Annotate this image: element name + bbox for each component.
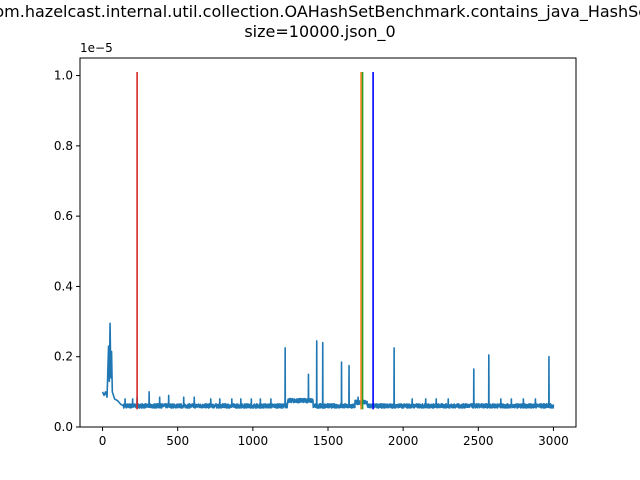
y-offset-label: 1e−5 <box>80 41 113 55</box>
y-tick-label: 1.0 <box>54 69 73 83</box>
x-tick-label: 500 <box>166 434 189 448</box>
x-tick-label: 2000 <box>388 434 419 448</box>
x-tick-label: 0 <box>99 434 107 448</box>
plot-frame <box>79 57 577 428</box>
x-tick-label: 1000 <box>238 434 269 448</box>
y-tick-label: 0.8 <box>54 139 73 153</box>
x-tick-label: 2500 <box>463 434 494 448</box>
y-tick-label: 0.6 <box>54 209 73 223</box>
x-tick-label: 3000 <box>538 434 569 448</box>
y-tick-label: 0.2 <box>54 350 73 364</box>
plot-area <box>101 72 555 410</box>
y-axis: 0.0 0.2 0.4 0.6 0.8 1.0 <box>54 69 80 434</box>
series-line <box>101 322 555 409</box>
x-tick-label: 1500 <box>313 434 344 448</box>
y-tick-label: 0.0 <box>54 420 73 434</box>
y-tick-label: 0.4 <box>54 279 73 293</box>
chart-title-line1: com.hazelcast.internal.util.collection.O… <box>0 2 640 22</box>
x-axis: 0 500 1000 1500 2000 2500 3000 <box>99 427 569 448</box>
chart-title-line2: size=10000.json_0 <box>244 22 395 42</box>
